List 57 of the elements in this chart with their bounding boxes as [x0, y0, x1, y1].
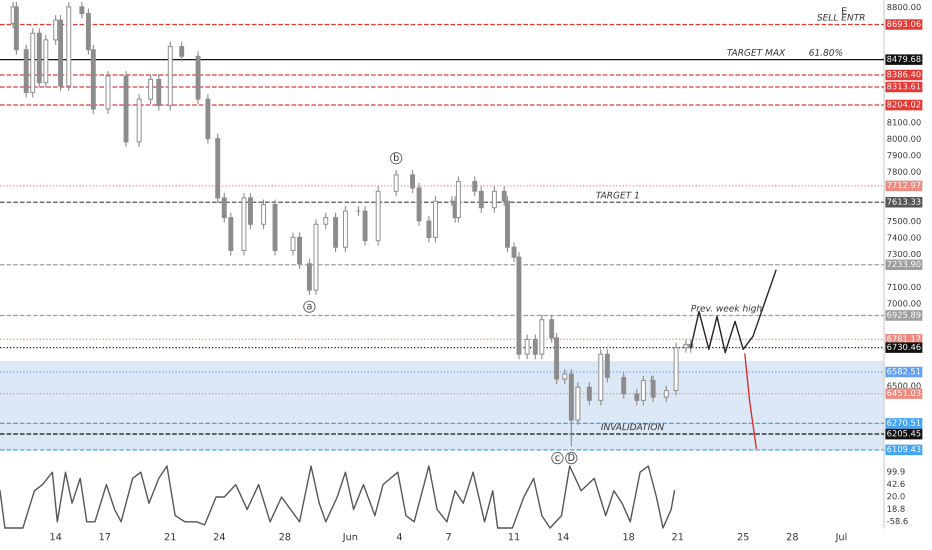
text: 20.0 — [887, 493, 905, 500]
ref-line-label: 8313.61 — [887, 83, 920, 90]
annotation: a — [307, 304, 312, 310]
text: 99.9 — [887, 468, 905, 475]
ref-line-label: 6582.51 — [887, 368, 920, 374]
x-tick-label: 18 — [624, 533, 634, 540]
text: 42.6 — [887, 480, 905, 488]
annotation: SELL ENTR — [816, 14, 865, 21]
ref-line-label: 7712.97 — [887, 182, 920, 188]
y-tick-label: 7000.00 — [887, 300, 921, 307]
x-tick-label: 14 — [558, 533, 569, 540]
x-tick-label: 24 — [214, 533, 226, 540]
x-tick-label: 17 — [100, 533, 110, 540]
ref-line-label: 6925.89 — [887, 312, 921, 318]
ref-line-label: 8693.06 — [887, 20, 921, 27]
text: 18.8 — [888, 506, 905, 512]
annotation: INVALIDATION — [601, 423, 664, 430]
ref-line-label: 6270.51 — [887, 419, 920, 426]
ref-line-label: 8386.40 — [887, 71, 921, 78]
x-tick-label: 21 — [164, 533, 176, 540]
ref-line-label: 7233.90 — [887, 260, 921, 268]
x-tick-label: 28 — [786, 533, 798, 540]
x-tick-label: 7 — [446, 533, 451, 540]
x-tick-label: Jul — [835, 532, 846, 542]
x-tick-label: 4 — [396, 533, 402, 540]
y-tick-label: 7900.00 — [887, 152, 921, 158]
y-tick-label: 8800.00 — [887, 4, 921, 10]
y-tick-label: 7100.00 — [887, 284, 921, 290]
ref-line-label: 6730.46 — [887, 344, 921, 350]
text: -58.6 — [887, 518, 908, 524]
annotation: D — [568, 454, 574, 461]
annotation: b — [394, 154, 399, 162]
y-tick-label: 7300.00 — [887, 250, 921, 258]
x-tick-label: 28 — [279, 533, 290, 540]
annotation: TARGET 1 — [596, 192, 638, 198]
x-tick-label: 11 — [508, 533, 520, 540]
ref-line-label: 6781.17 — [887, 335, 920, 342]
y-tick-label: 7800.00 — [887, 168, 921, 175]
y-tick-label: 8000.00 — [887, 136, 921, 142]
ref-line-label: 7613.33 — [887, 198, 920, 205]
x-tick-label: 21 — [672, 533, 684, 540]
x-tick-label: 14 — [50, 533, 62, 540]
y-tick-label: 6500.00 — [887, 382, 921, 389]
ref-line-label: 8204.02 — [887, 101, 920, 108]
annotation: c — [555, 455, 560, 461]
annotation: 61.80% — [809, 48, 842, 56]
x-tick-label: Jun — [342, 533, 358, 542]
ref-line-label: 6451.03 — [887, 390, 920, 396]
y-tick-label: 8100.00 — [887, 119, 921, 126]
y-tick-label: 7400.00 — [887, 234, 921, 241]
annotation: Prev. week high — [691, 304, 762, 314]
ref-line-label: 6205.45 — [887, 430, 920, 436]
ref-line-label: 6109.43 — [887, 446, 920, 452]
ref-line-label: 8479.68 — [887, 56, 921, 62]
annotation: TARGET MAX — [727, 48, 786, 56]
y-tick-label: 7500.00 — [887, 218, 921, 224]
x-tick-label: 25 — [738, 533, 749, 540]
